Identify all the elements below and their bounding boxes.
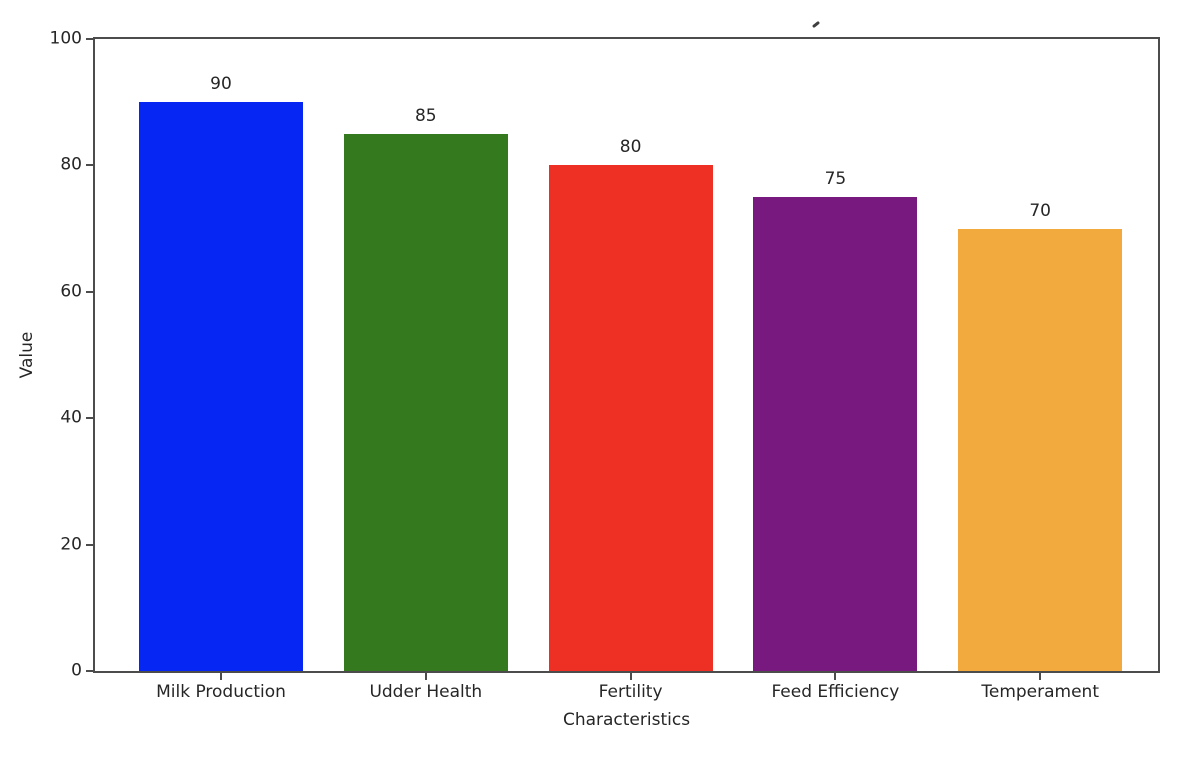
x-tick-mark — [1039, 673, 1042, 680]
y-tick-label-100: 100 — [49, 28, 82, 49]
y-tick-label-0: 0 — [71, 660, 82, 681]
y-tick-label-40: 40 — [60, 407, 82, 428]
bar-value-label-temperament: 70 — [1029, 200, 1052, 221]
x-tick-label-fertility: Fertility — [598, 682, 663, 702]
bar-milk-production — [139, 102, 303, 671]
x-tick-mark — [424, 673, 427, 680]
y-axis-label: Value — [17, 331, 37, 379]
bar-temperament — [958, 228, 1123, 671]
y-tick-mark — [86, 670, 93, 672]
bar-value-label-udder-health: 85 — [414, 105, 437, 126]
x-tick-label-temperament: Temperament — [981, 682, 1100, 702]
y-tick-mark — [86, 417, 93, 420]
x-tick-mark — [220, 673, 222, 680]
bar-udder-health — [343, 133, 508, 671]
y-tick-mark — [86, 164, 93, 167]
y-tick-mark — [86, 290, 93, 293]
y-tick-mark — [86, 543, 93, 546]
y-tick-label-20: 20 — [60, 534, 82, 555]
plot-area: Characteristics 90 Milk Production 85 Udder… — [50, 29, 1160, 730]
x-axis-label: Characteristics — [562, 710, 691, 730]
bar-value-label-fertility: 80 — [619, 137, 642, 158]
bar-value-label-milk-production: 90 — [210, 74, 232, 95]
y-tick-label-60: 60 — [60, 281, 82, 302]
x-tick-label-udder-health: Udder Health — [369, 682, 483, 702]
x-tick-mark — [629, 673, 632, 680]
bar-fertility — [548, 165, 713, 671]
cropped-title-fragment — [811, 20, 821, 29]
x-tick-label-feed-efficiency: Feed Efficiency — [771, 682, 900, 702]
x-tick-mark — [834, 673, 837, 680]
y-tick-label-80: 80 — [60, 154, 82, 175]
bar-value-label-feed-efficiency: 75 — [824, 169, 847, 189]
y-tick-mark — [86, 38, 93, 40]
x-tick-label-milk-production: Milk Production — [156, 682, 286, 702]
bar-feed-efficiency — [753, 197, 918, 671]
